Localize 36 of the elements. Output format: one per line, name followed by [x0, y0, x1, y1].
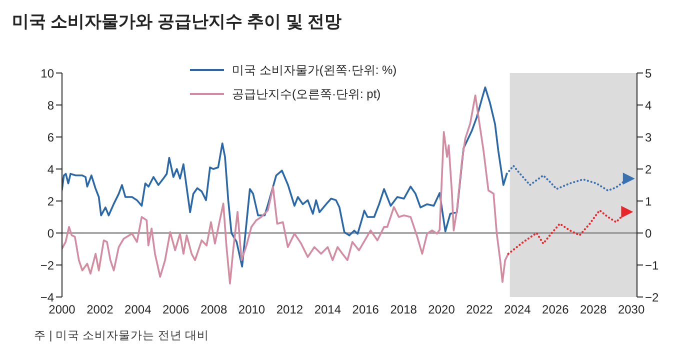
x-tick-label: 2014: [314, 302, 342, 317]
x-tick-label: 2020: [428, 302, 456, 317]
y-tick-label: −2: [40, 258, 54, 272]
x-tick-label: 2028: [580, 302, 608, 317]
y2-tick-label: 2: [645, 162, 652, 176]
y2-tick-label: 3: [645, 130, 652, 144]
text: 주 | 미국 소비자물가는 전년 대비: [34, 329, 209, 343]
legend-label: 공급난지수(오른쪽·단위: pt): [232, 86, 381, 102]
x-tick-label: 2030: [618, 302, 645, 317]
legend-label: 미국 소비자물가(왼쪽·단위: %): [232, 62, 397, 78]
x-tick-label: 2012: [276, 302, 304, 317]
y-tick-label: 10: [40, 66, 54, 80]
x-tick-label: 2006: [162, 302, 190, 317]
y2-tick-label: −2: [645, 290, 660, 304]
y2-tick-label: 0: [645, 226, 652, 240]
y2-tick-label: −1: [645, 258, 660, 272]
x-tick-label: 2026: [542, 302, 570, 317]
x-tick-label: 2010: [238, 302, 266, 317]
y-tick-label: −4: [40, 290, 54, 304]
y-tick-label: 2: [47, 194, 54, 208]
x-tick-label: 2004: [124, 302, 152, 317]
y2-tick-label: 1: [645, 194, 652, 208]
x-tick-label: 2024: [504, 302, 532, 317]
x-tick-label: 2008: [200, 302, 228, 317]
y-tick-label: 8: [47, 98, 54, 112]
x-tick-label: 2002: [86, 302, 114, 317]
x-tick-label: 2000: [48, 302, 76, 317]
chart-title: 미국 소비자물가와 공급난지수 추이 및 전망: [12, 11, 342, 33]
y-tick-label: 4: [47, 162, 54, 176]
y-tick-label: 6: [47, 130, 54, 144]
x-tick-label: 2022: [466, 302, 494, 317]
y-tick-label: 0: [47, 226, 54, 240]
y2-tick-label: 5: [645, 66, 652, 80]
x-tick-label: 2016: [352, 302, 380, 317]
y2-tick-label: 4: [645, 98, 652, 112]
x-tick-label: 2018: [390, 302, 418, 317]
